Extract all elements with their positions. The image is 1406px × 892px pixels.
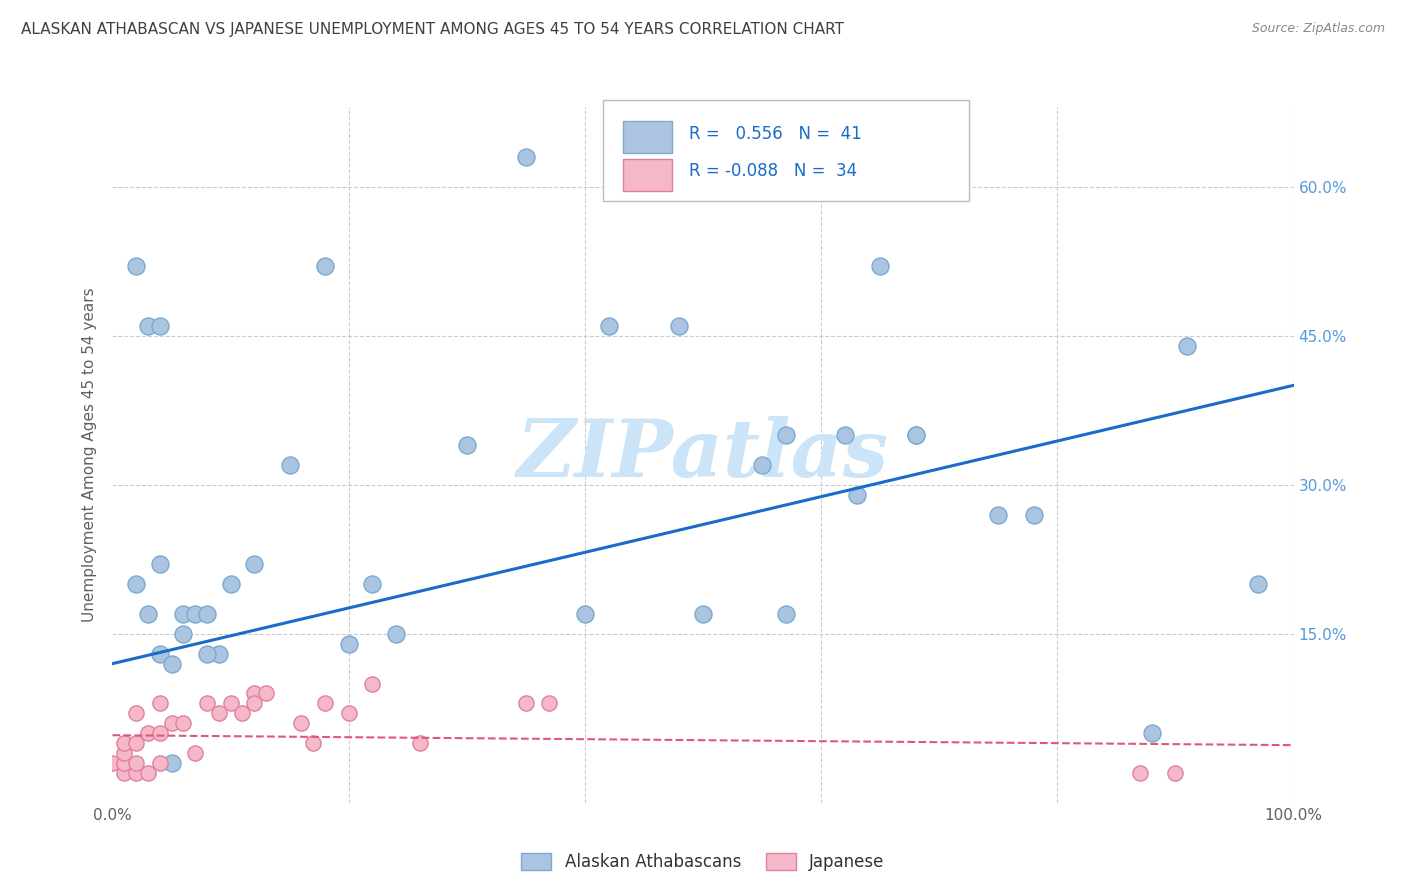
Point bbox=[515, 697, 537, 711]
Text: Source: ZipAtlas.com: Source: ZipAtlas.com bbox=[1251, 22, 1385, 36]
Point bbox=[160, 657, 183, 671]
Point bbox=[149, 756, 172, 770]
Point bbox=[149, 726, 172, 740]
Point bbox=[172, 716, 194, 731]
Point bbox=[751, 458, 773, 472]
Bar bbox=[623, 121, 672, 153]
Text: ZIPatlas: ZIPatlas bbox=[517, 417, 889, 493]
Point bbox=[125, 577, 148, 591]
Point bbox=[160, 756, 183, 770]
Point bbox=[172, 607, 194, 621]
Point bbox=[208, 647, 231, 661]
Point bbox=[337, 637, 360, 651]
Point bbox=[219, 697, 242, 711]
Point bbox=[668, 318, 690, 333]
Point bbox=[290, 716, 312, 731]
Point bbox=[195, 607, 218, 621]
Point bbox=[302, 736, 325, 750]
Point bbox=[243, 686, 266, 700]
Point bbox=[125, 766, 148, 780]
Point bbox=[125, 736, 148, 750]
Point bbox=[184, 607, 207, 621]
Point bbox=[172, 627, 194, 641]
Point bbox=[574, 607, 596, 621]
FancyBboxPatch shape bbox=[603, 100, 969, 201]
Point bbox=[1140, 726, 1163, 740]
Point bbox=[314, 697, 336, 711]
Point bbox=[845, 488, 868, 502]
Point bbox=[184, 746, 207, 760]
Point bbox=[385, 627, 408, 641]
Point bbox=[112, 736, 135, 750]
Point bbox=[456, 438, 478, 452]
Point bbox=[219, 577, 242, 591]
Point bbox=[231, 706, 253, 721]
Point bbox=[160, 716, 183, 731]
Text: ALASKAN ATHABASCAN VS JAPANESE UNEMPLOYMENT AMONG AGES 45 TO 54 YEARS CORRELATIO: ALASKAN ATHABASCAN VS JAPANESE UNEMPLOYM… bbox=[21, 22, 844, 37]
Point bbox=[278, 458, 301, 472]
Point bbox=[195, 647, 218, 661]
Point bbox=[834, 428, 856, 442]
Point bbox=[254, 686, 277, 700]
Text: R = -0.088   N =  34: R = -0.088 N = 34 bbox=[689, 162, 856, 180]
Legend: Alaskan Athabascans, Japanese: Alaskan Athabascans, Japanese bbox=[515, 847, 891, 878]
Text: R =   0.556   N =  41: R = 0.556 N = 41 bbox=[689, 125, 862, 143]
Point bbox=[775, 428, 797, 442]
Point bbox=[208, 706, 231, 721]
Point bbox=[101, 756, 124, 770]
Point bbox=[692, 607, 714, 621]
Point bbox=[1129, 766, 1152, 780]
Point bbox=[904, 428, 927, 442]
Point bbox=[149, 697, 172, 711]
Point bbox=[337, 706, 360, 721]
Y-axis label: Unemployment Among Ages 45 to 54 years: Unemployment Among Ages 45 to 54 years bbox=[82, 287, 97, 623]
Point bbox=[775, 607, 797, 621]
Point bbox=[149, 647, 172, 661]
Point bbox=[869, 259, 891, 273]
Point bbox=[408, 736, 430, 750]
Point bbox=[987, 508, 1010, 522]
Point bbox=[361, 577, 384, 591]
Point bbox=[243, 697, 266, 711]
Bar bbox=[623, 159, 672, 191]
Point bbox=[125, 706, 148, 721]
Point bbox=[136, 607, 159, 621]
Point bbox=[149, 558, 172, 572]
Point bbox=[149, 318, 172, 333]
Point bbox=[125, 756, 148, 770]
Point bbox=[538, 697, 561, 711]
Point bbox=[136, 318, 159, 333]
Point bbox=[314, 259, 336, 273]
Point bbox=[112, 766, 135, 780]
Point bbox=[598, 318, 620, 333]
Point bbox=[112, 756, 135, 770]
Point bbox=[1175, 338, 1198, 352]
Point bbox=[1164, 766, 1187, 780]
Point bbox=[904, 428, 927, 442]
Point bbox=[195, 697, 218, 711]
Point bbox=[243, 558, 266, 572]
Point bbox=[136, 726, 159, 740]
Point bbox=[1247, 577, 1270, 591]
Point bbox=[112, 746, 135, 760]
Point bbox=[136, 766, 159, 780]
Point bbox=[1022, 508, 1045, 522]
Point bbox=[361, 676, 384, 690]
Point bbox=[125, 259, 148, 273]
Point bbox=[515, 150, 537, 164]
